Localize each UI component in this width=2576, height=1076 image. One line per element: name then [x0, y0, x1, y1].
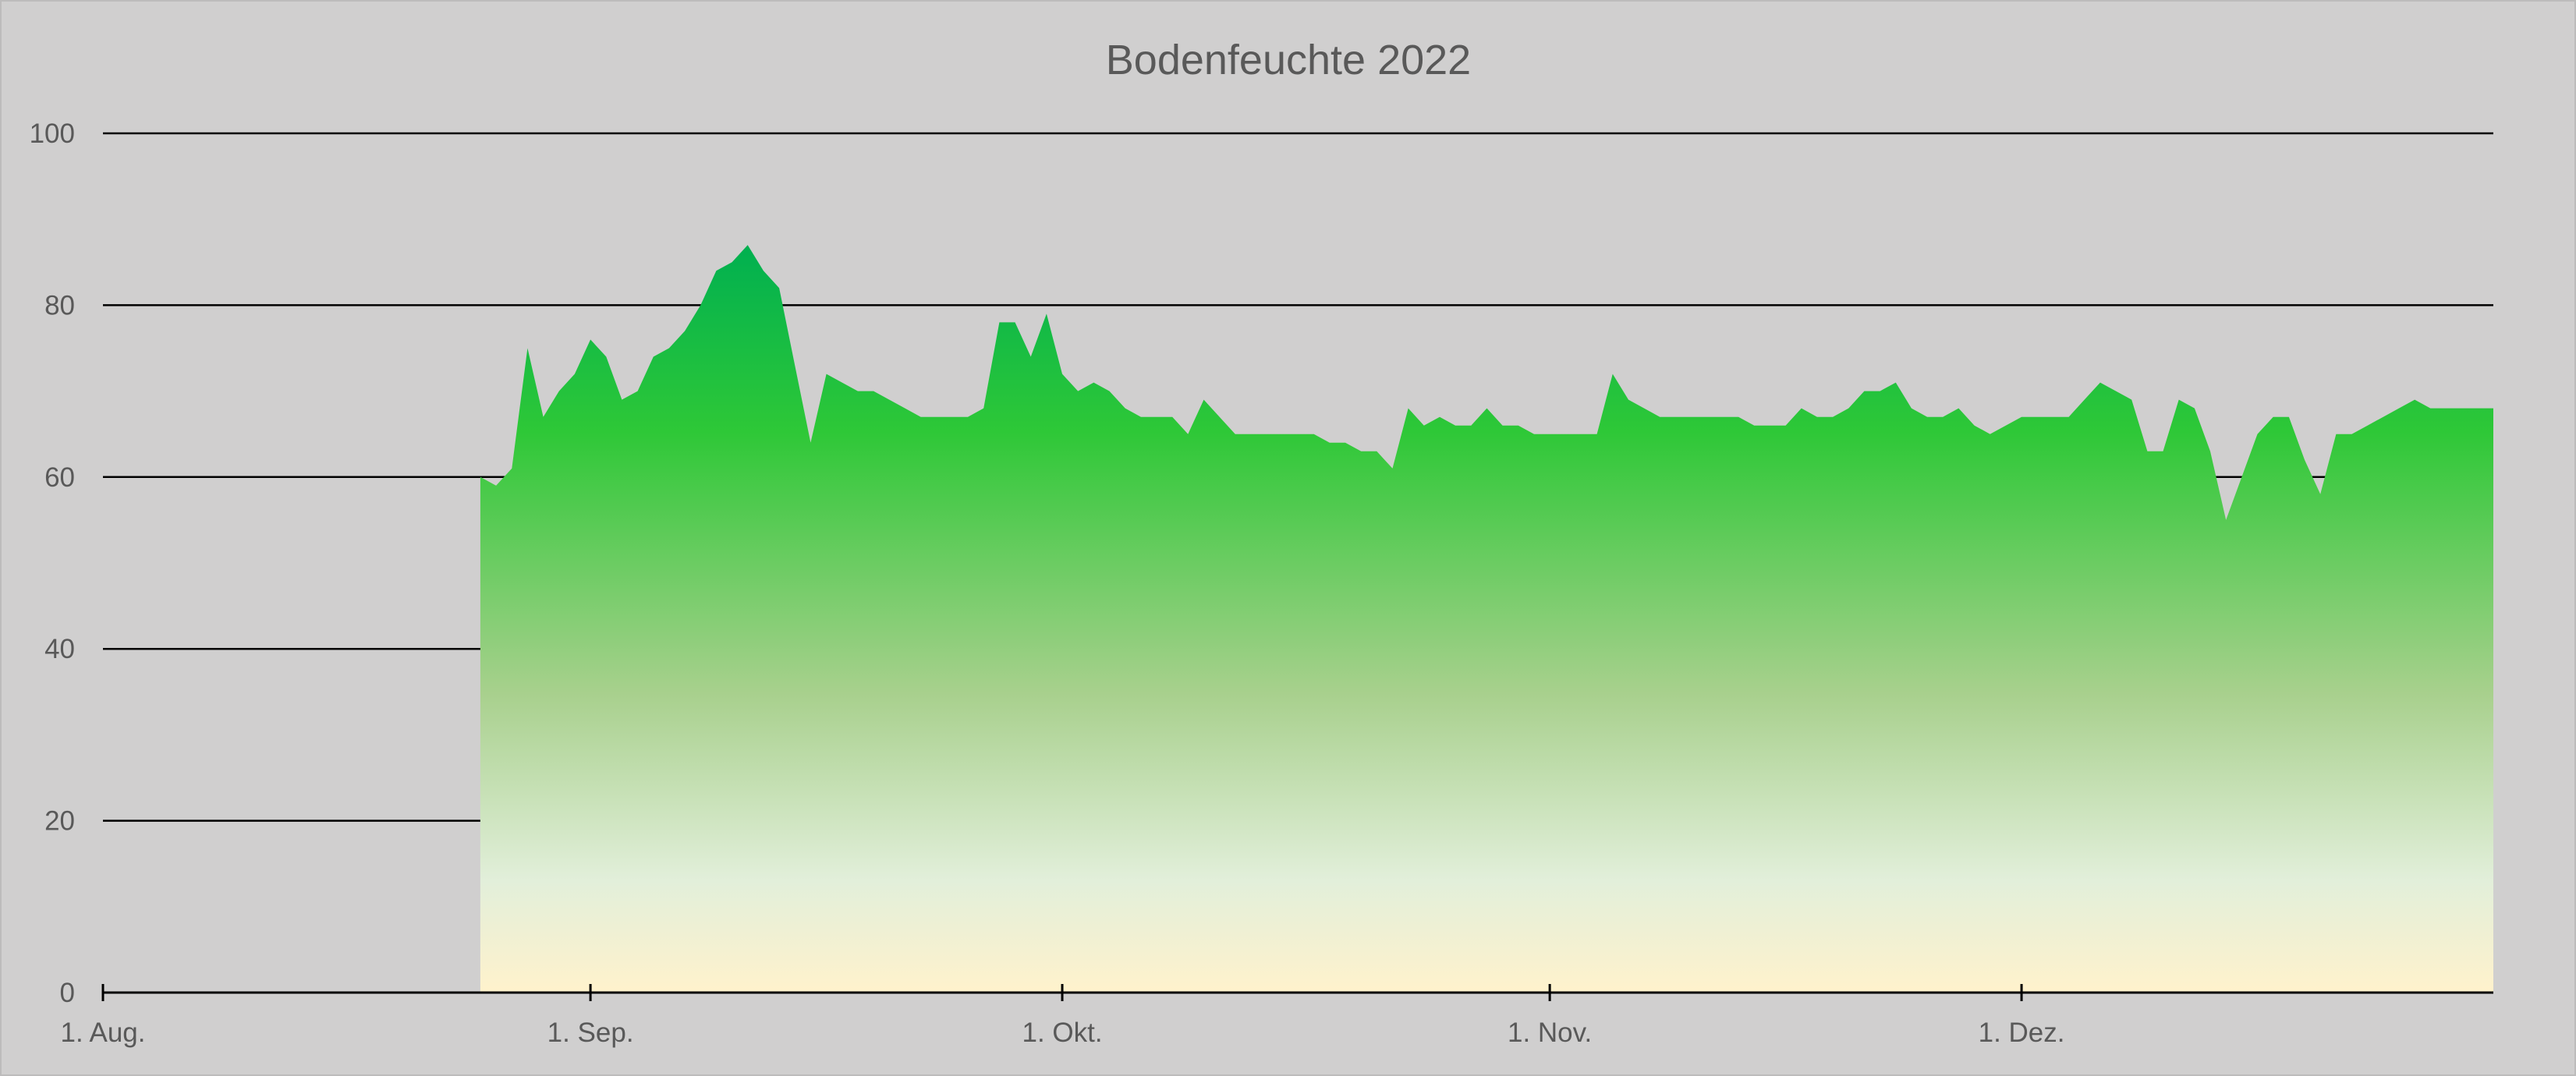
y-tick-label-40: 40 [44, 634, 75, 664]
x-tick-label-2: 1. Okt. [1022, 1018, 1102, 1048]
chart-title: Bodenfeuchte 2022 [1106, 37, 1471, 83]
y-tick-label-20: 20 [44, 806, 75, 837]
y-tick-label-60: 60 [44, 462, 75, 493]
y-tick-label-80: 80 [44, 290, 75, 320]
y-tick-label-0: 0 [60, 978, 75, 1008]
x-tick-label-3: 1. Nov. [1508, 1018, 1592, 1048]
x-tick-label-4: 1. Dez. [1979, 1018, 2065, 1048]
x-tick-label-0: 1. Aug. [61, 1018, 146, 1048]
soil-moisture-area [480, 245, 2494, 993]
y-tick-label-100: 100 [30, 119, 75, 149]
x-axis: 1. Aug. 1. Sep. 1. Okt. 1. Nov. 1. Dez. [61, 984, 2493, 1048]
x-tick-label-1: 1. Sep. [547, 1018, 634, 1048]
y-axis-tick-labels: 0 20 40 60 80 100 [30, 119, 75, 1008]
